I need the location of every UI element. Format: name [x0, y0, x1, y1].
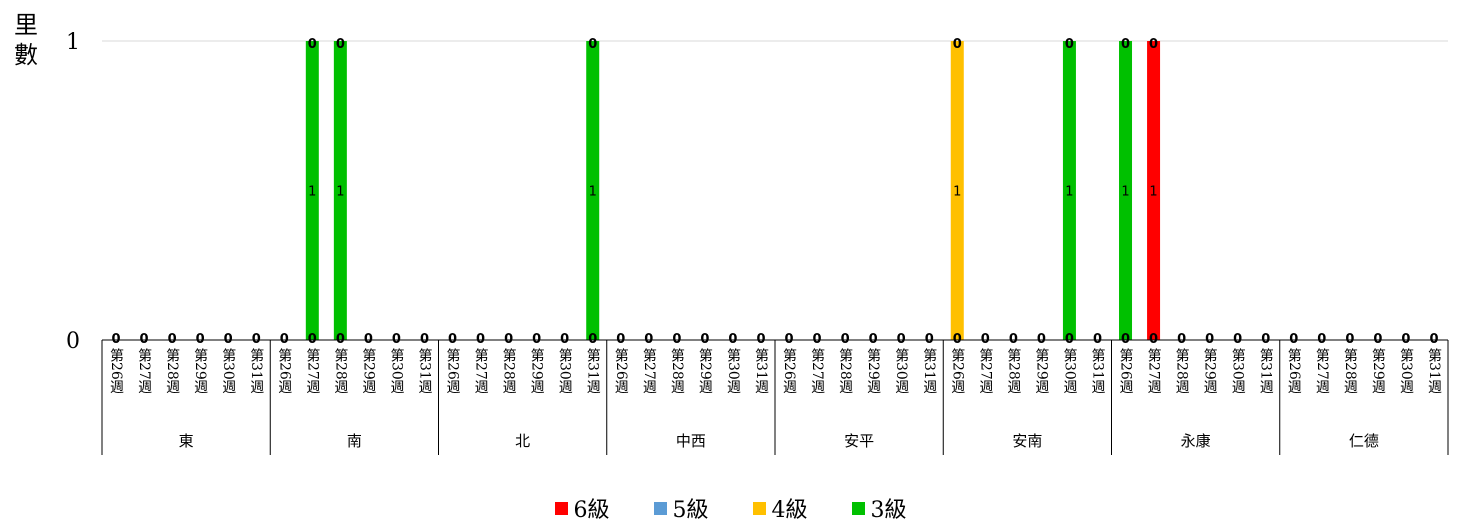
legend-swatch — [554, 501, 568, 515]
x-tick-label: 第27週 — [1314, 347, 1330, 395]
x-tick-label: 第27週 — [641, 347, 657, 395]
data-label: 1 — [1065, 185, 1073, 200]
x-tick-label: 第30週 — [220, 347, 236, 395]
data-label: 0 — [588, 37, 597, 52]
x-tick-label: 第29週 — [1370, 347, 1386, 395]
group-label: 仁德 — [1349, 432, 1379, 450]
x-tick-label: 第29週 — [697, 347, 713, 395]
x-tick-label: 第27週 — [304, 347, 320, 395]
x-tick-label: 第29週 — [1202, 347, 1218, 395]
legend: 6級 5級 4級 3級 — [0, 492, 1461, 524]
y-axis-label: 里數 — [14, 11, 38, 69]
legend-item: 5級 — [653, 492, 709, 524]
group-label: 中西 — [676, 432, 706, 450]
x-tick-label: 第31週 — [1258, 347, 1274, 395]
legend-item: 4級 — [752, 492, 808, 524]
x-tick-label: 第28週 — [501, 347, 517, 395]
x-tick-label: 第31週 — [1089, 347, 1105, 395]
data-label: 1 — [1149, 185, 1157, 200]
x-tick-label: 第31週 — [416, 347, 432, 395]
x-tick-label: 第30週 — [1398, 347, 1414, 395]
bar — [586, 41, 600, 340]
data-label: 0 — [1149, 37, 1158, 52]
legend-label: 4級 — [771, 498, 808, 523]
data-label: 0 — [1121, 37, 1130, 52]
bar — [950, 41, 964, 340]
x-tick-label: 第26週 — [276, 347, 292, 395]
x-tick-label: 第29週 — [192, 347, 208, 395]
x-tick-label: 第29週 — [529, 347, 545, 395]
data-label: 1 — [1121, 185, 1129, 200]
group-label: 永康 — [1181, 432, 1211, 450]
x-tick-label: 第28週 — [1342, 347, 1358, 395]
legend-swatch — [851, 501, 865, 515]
bar — [1147, 41, 1161, 340]
x-tick-label: 第30週 — [388, 347, 404, 395]
legend-swatch — [653, 501, 667, 515]
group-label: 安平 — [844, 432, 874, 450]
data-label: 1 — [336, 185, 344, 200]
x-tick-label: 第29週 — [360, 347, 376, 395]
data-label: 1 — [589, 185, 597, 200]
x-tick-label: 第26週 — [1118, 347, 1134, 395]
x-tick-label: 第29週 — [1033, 347, 1049, 395]
x-tick-label: 第27週 — [977, 347, 993, 395]
legend-label: 5級 — [672, 498, 709, 523]
x-tick-label: 第28週 — [669, 347, 685, 395]
x-tick-label: 第31週 — [248, 347, 264, 395]
x-tick-label: 第28週 — [332, 347, 348, 395]
group-label: 安南 — [1012, 432, 1042, 450]
x-tick-label: 第31週 — [1426, 347, 1442, 395]
x-tick-label: 第30週 — [1230, 347, 1246, 395]
x-tick-label: 第29週 — [865, 347, 881, 395]
bar — [333, 41, 347, 340]
x-tick-label: 第26週 — [781, 347, 797, 395]
legend-item: 6級 — [554, 492, 610, 524]
x-tick-label: 第31週 — [585, 347, 601, 395]
legend-label: 6級 — [573, 498, 610, 523]
x-tick-label: 第30週 — [1061, 347, 1077, 395]
x-tick-label: 第30週 — [893, 347, 909, 395]
y-tick-label: 1 — [66, 30, 80, 55]
y-tick-label: 0 — [66, 329, 80, 354]
data-label: 1 — [308, 185, 316, 200]
data-label: 0 — [953, 37, 962, 52]
x-tick-label: 第26週 — [1286, 347, 1302, 395]
data-label: 0 — [308, 37, 317, 52]
legend-item: 3級 — [851, 492, 907, 524]
bar — [1119, 41, 1133, 340]
data-label: 0 — [1065, 37, 1074, 52]
group-label: 南 — [347, 432, 362, 450]
x-tick-label: 第28週 — [837, 347, 853, 395]
data-label: 1 — [953, 185, 961, 200]
x-tick-label: 第30週 — [725, 347, 741, 395]
x-tick-label: 第27週 — [136, 347, 152, 395]
legend-label: 3級 — [870, 498, 907, 523]
x-tick-label: 第26週 — [108, 347, 124, 395]
legend-swatch — [752, 501, 766, 515]
x-tick-label: 第31週 — [921, 347, 937, 395]
group-label: 北 — [515, 432, 530, 450]
data-label: 0 — [336, 37, 345, 52]
bar — [305, 41, 319, 340]
x-tick-label: 第28週 — [1005, 347, 1021, 395]
x-tick-label: 第26週 — [949, 347, 965, 395]
bar — [1062, 41, 1076, 340]
group-label: 東 — [179, 432, 194, 450]
x-tick-label: 第27週 — [1146, 347, 1162, 395]
x-tick-label: 第28週 — [1174, 347, 1190, 395]
x-tick-label: 第26週 — [613, 347, 629, 395]
x-tick-label: 第31週 — [753, 347, 769, 395]
x-tick-label: 第26週 — [445, 347, 461, 395]
x-tick-label: 第30週 — [557, 347, 573, 395]
x-tick-label: 第28週 — [164, 347, 180, 395]
x-tick-label: 第27週 — [809, 347, 825, 395]
x-tick-label: 第27週 — [473, 347, 489, 395]
